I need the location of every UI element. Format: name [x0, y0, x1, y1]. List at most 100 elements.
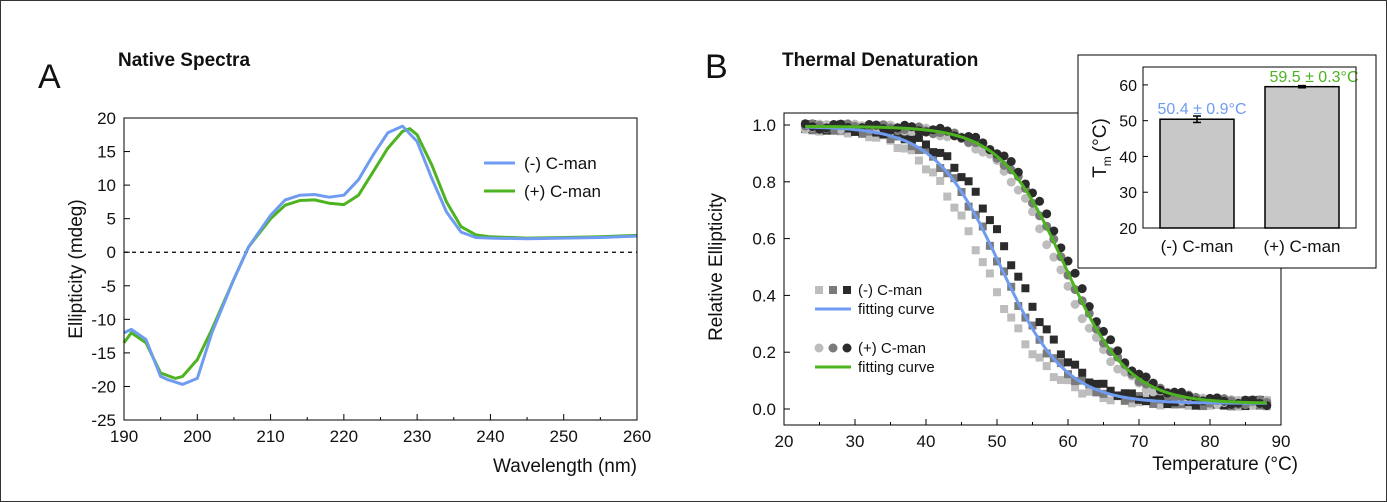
scatter-point-minus-cman [936, 148, 945, 157]
scatter-point-minus-cman [843, 129, 852, 138]
scatter-point-minus-cman [922, 145, 930, 154]
y-tick-label-a: 0 [107, 243, 116, 262]
scatter-point-plus-cman [1049, 226, 1059, 236]
scatter-point-minus-cman [1064, 358, 1072, 367]
inset-y-label-unit: (°C) [1090, 118, 1111, 152]
scatter-point-minus-cman [1099, 389, 1108, 398]
scatter-point-minus-cman [1000, 242, 1009, 251]
fit-curves-b [805, 125, 1267, 405]
scatter-point-minus-cman [907, 135, 916, 144]
y-tick-label-b: 0.8 [752, 173, 776, 192]
scatter-point-plus-cman [1063, 256, 1073, 266]
inset-plot-frame [1142, 66, 1357, 229]
x-tick-label-b: 50 [988, 432, 1007, 451]
y-tick-label-a: 10 [97, 176, 116, 195]
scatter-point-minus-cman [978, 204, 987, 213]
y-tick-label-a: -20 [91, 377, 116, 396]
scatter-point-plus-cman [1070, 268, 1080, 278]
scatter-point-minus-cman [1028, 302, 1037, 311]
scatter-point-minus-cman [1127, 389, 1136, 398]
legend-label-plus-b: (+) C-man [858, 340, 926, 357]
scatter-point-plus-cman [1077, 314, 1087, 324]
y-tick-label-a: 20 [97, 109, 116, 128]
scatter-point-plus-cman [1106, 357, 1116, 367]
panel-letter-a: A [38, 58, 61, 96]
inset-y-tick-label: 50 [1119, 114, 1137, 131]
tm-value-label-minus: 50.4 ± 0.9°C [1157, 101, 1246, 118]
scatter-point-minus-cman [971, 246, 980, 255]
scatter-point-plus-cman [1070, 299, 1080, 309]
inset-y-label-t: T [1090, 166, 1111, 178]
inset-y-tick-label: 60 [1119, 78, 1137, 95]
scatter-point-minus-cman [1014, 324, 1023, 333]
scatter-point-minus-cman [964, 177, 973, 186]
scatter-point-plus-cman [1099, 326, 1108, 336]
plot-frame-b [783, 112, 1282, 426]
y-axis-label-a: Ellipticity (mdeg) [66, 199, 87, 338]
scatter-point-minus-cman [886, 135, 895, 144]
scatter-point-plus-cman [1042, 209, 1052, 219]
legend-label-plus-a: (+) C-man [524, 182, 601, 201]
scatter-point-minus-cman [1092, 388, 1101, 397]
scatter-point-plus-cman [971, 132, 981, 142]
legend-marker-plus-dark [842, 343, 852, 353]
inset-y-axis-label: Tm (°C) [1090, 118, 1114, 178]
scatter-point-minus-cman [907, 142, 916, 151]
scatter-point-minus-cman [922, 165, 930, 174]
scatter-point-minus-cman [978, 258, 987, 267]
series-lines-a [122, 124, 638, 386]
scatter-point-plus-cman [1077, 284, 1087, 294]
scatter-point-plus-cman [1006, 177, 1016, 187]
fit-curve-minus-cman [805, 125, 1267, 405]
x-tick-label-a: 240 [476, 427, 504, 446]
scatter-point-minus-cman [1021, 340, 1030, 349]
scatter-point-plus-cman [971, 144, 981, 154]
scatter-point-minus-cman [1042, 362, 1051, 371]
scatter-point-plus-cman [999, 151, 1009, 161]
fit-curve-plus-cman [805, 125, 1267, 405]
legend-label-minus-a: (-) C-man [524, 154, 597, 173]
scatter-point-plus-cman [1113, 364, 1123, 374]
scatter-point-minus-cman [929, 148, 938, 157]
scatter-point-minus-cman [1085, 387, 1094, 396]
legend-marker-minus-light [815, 286, 823, 294]
axis-ticks-a: 190 200 210 220 230 240 250 260 20 15 10 5 0 -5 -10 -15… [91, 109, 651, 446]
scatter-point-minus-cman [922, 140, 930, 149]
scatter-point-minus-cman [964, 227, 973, 236]
scatter-point-minus-cman [907, 146, 916, 155]
scatter-point-minus-cman [1042, 349, 1051, 358]
scatter-point-plus-cman [1042, 240, 1052, 250]
scatter-point-minus-cman [1149, 399, 1158, 408]
inset-bars: (-) C-man 50.4 ± 0.9°C (+) C-man 59.5 ± 0.3… [1157, 69, 1358, 256]
scatter-point-minus-cman [1106, 386, 1115, 395]
scatter-point-minus-cman [1007, 261, 1016, 270]
scatter-point-minus-cman [985, 269, 994, 278]
x-tick-label-b: 60 [1059, 432, 1078, 451]
scatter-point-minus-cman [1014, 272, 1023, 281]
scatter-point-minus-cman [1000, 305, 1009, 314]
scatter-point-minus-cman [964, 202, 973, 211]
scatter-point-minus-cman [865, 133, 874, 142]
scatter-point-minus-cman [936, 164, 945, 173]
x-tick-label-b: 80 [1201, 432, 1220, 451]
scatter-point-minus-cman [1078, 389, 1087, 398]
legend-marker-plus-light [814, 343, 824, 353]
inset-category-label: (+) C-man [1264, 237, 1341, 256]
scatter-point-minus-cman [985, 216, 994, 225]
x-tick-label-b: 70 [1130, 432, 1149, 451]
scatter-point-minus-cman [1056, 375, 1065, 384]
inset-axis-ticks: 60 50 40 30 20 [1119, 78, 1148, 238]
scatter-point-minus-cman [1021, 284, 1030, 293]
bar-plus-cman [1264, 85, 1340, 229]
y-tick-label-a: -5 [101, 277, 116, 296]
x-tick-label-b: 40 [917, 432, 936, 451]
scatter-point-plus-cman [1063, 281, 1073, 291]
scatter-point-minus-cman [1007, 313, 1016, 322]
legend-b: (-) C-man fitting curve (+) C-man fittin… [814, 282, 935, 376]
scatter-point-minus-cman [1049, 335, 1058, 344]
scatter-point-minus-cman [1156, 394, 1165, 403]
scatter-point-minus-cman [914, 133, 923, 142]
scatter-point-minus-cman [929, 168, 938, 177]
scatter-point-minus-cman [1071, 360, 1080, 369]
scatter-point-minus-cman [1120, 396, 1129, 405]
